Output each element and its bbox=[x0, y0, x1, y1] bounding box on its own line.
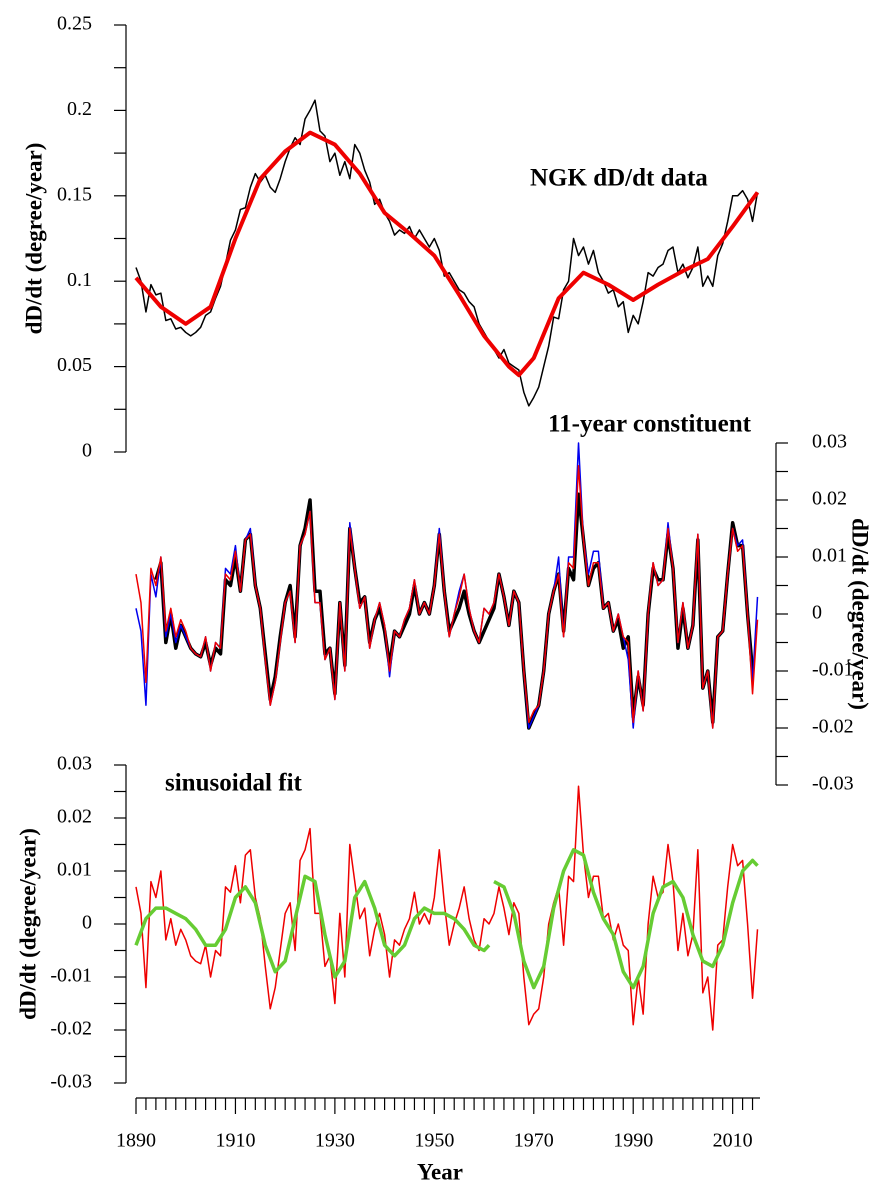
y-tick-label: 0.2 bbox=[67, 98, 92, 120]
annotation: 11-year constituent bbox=[548, 411, 752, 438]
x-tick-label: 1910 bbox=[215, 1130, 255, 1152]
y-tick-label: 0 bbox=[812, 602, 822, 624]
x-tick-label: 1970 bbox=[514, 1130, 554, 1152]
x-axis-label: Year bbox=[417, 1159, 463, 1184]
y-tick-label: 0.01 bbox=[812, 545, 847, 567]
y-tick-label: 0.05 bbox=[57, 354, 92, 376]
y-tick-label: -0.03 bbox=[50, 1071, 92, 1093]
y-tick-label: 0.25 bbox=[57, 13, 92, 35]
x-tick-label: 1930 bbox=[315, 1130, 355, 1152]
y-tick-label: 0.03 bbox=[57, 753, 92, 775]
annotation: NGK dD/dt data bbox=[530, 165, 708, 192]
y-tick-label: -0.01 bbox=[812, 659, 854, 681]
y-tick-label: 0.1 bbox=[67, 269, 92, 291]
y-tick-label: 0.02 bbox=[812, 488, 847, 510]
y-tick-label: 0 bbox=[82, 912, 92, 934]
x-tick-label: 1890 bbox=[116, 1130, 156, 1152]
y-tick-label: 0.02 bbox=[57, 806, 92, 828]
data-line bbox=[134, 130, 760, 378]
y-tick-label: -0.02 bbox=[812, 716, 854, 738]
y-tick-label: 0 bbox=[82, 440, 92, 462]
x-tick-label: 2010 bbox=[713, 1130, 753, 1152]
y-tick-label: 0.03 bbox=[812, 431, 847, 453]
y-axis-label: dD/dt (degree/year) bbox=[21, 143, 46, 335]
data-line bbox=[135, 785, 759, 1031]
y-tick-label: -0.01 bbox=[50, 965, 92, 987]
x-tick-label: 1990 bbox=[613, 1130, 653, 1152]
y-tick-label: -0.03 bbox=[812, 773, 854, 795]
y-axis-label: dD/dt (degree/year) bbox=[15, 828, 40, 1020]
data-line bbox=[135, 465, 759, 729]
annotation: sinusoidal fit bbox=[165, 770, 303, 797]
data-line bbox=[134, 848, 759, 990]
y-tick-label: 0.01 bbox=[57, 859, 92, 881]
x-tick-label: 1950 bbox=[414, 1130, 454, 1152]
y-tick-label: -0.02 bbox=[50, 1018, 92, 1040]
y-axis-label: dD/dt (degree/year) bbox=[848, 518, 873, 710]
y-tick-label: 0.15 bbox=[57, 183, 92, 205]
